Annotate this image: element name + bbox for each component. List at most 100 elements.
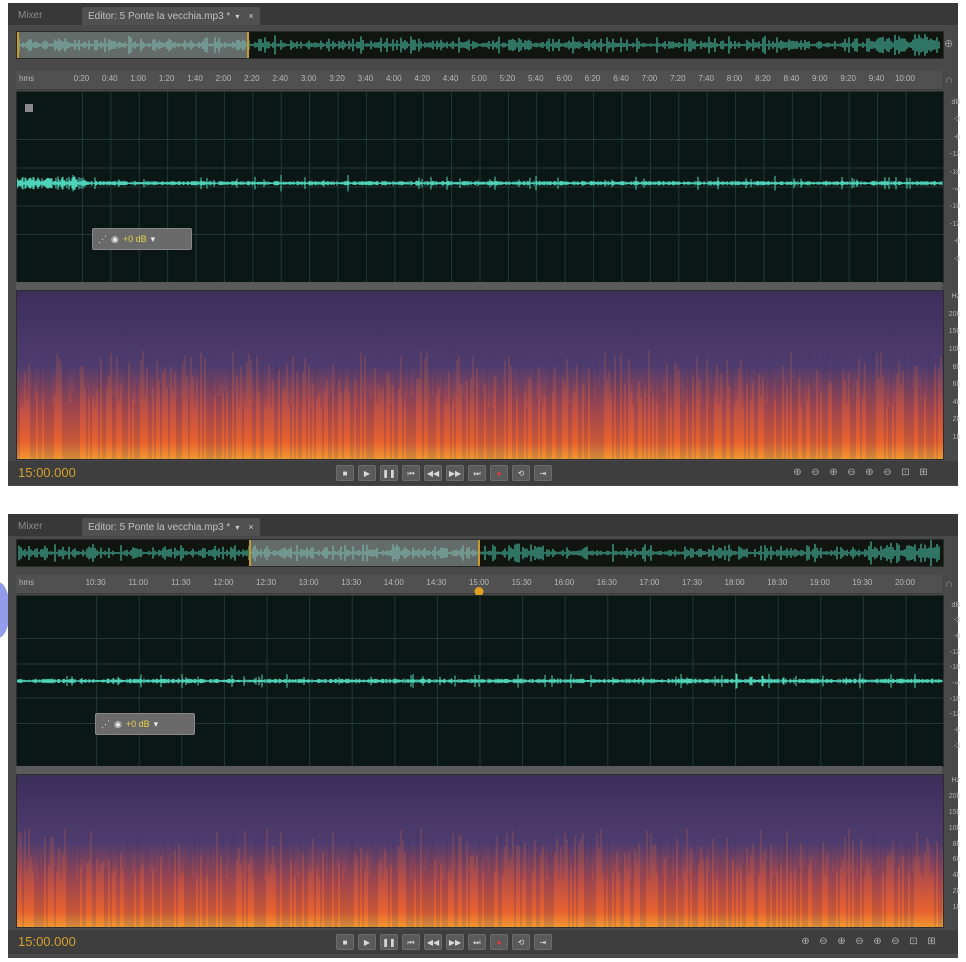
zoom-in-full-icon[interactable]: ⊕ xyxy=(873,936,882,947)
ruler-tick-label: 19:30 xyxy=(852,578,873,587)
zoom-fit-icon[interactable]: ⊞ xyxy=(927,936,936,947)
pause-icon[interactable]: ❚❚ xyxy=(380,934,398,950)
stop-icon[interactable]: ■ xyxy=(336,934,354,950)
loop-icon[interactable]: ⟲ xyxy=(512,934,530,950)
tab-mixer[interactable]: Mixer xyxy=(12,518,48,536)
stop-icon[interactable]: ■ xyxy=(336,465,354,481)
panel-divider[interactable] xyxy=(16,282,942,290)
overview-waveform[interactable] xyxy=(16,31,944,59)
ruler-tick-label: 18:00 xyxy=(724,578,745,587)
play-icon[interactable]: ▶ xyxy=(358,465,376,481)
db-scale-label: -6 xyxy=(953,133,960,141)
audio-editor-panel-bottom: Mixer Editor: 5 Ponte la vecchia.mp3 * ▾ ×… xyxy=(8,514,960,958)
ruler-tick-label: 8:40 xyxy=(783,74,800,83)
zoom-out-time-icon[interactable]: ⊖ xyxy=(855,936,864,947)
ruler-tick-label: 18:30 xyxy=(767,578,788,587)
db-scale-label: dB xyxy=(951,98,960,106)
record-icon[interactable]: ● xyxy=(490,465,508,481)
waveform-display[interactable]: ⋰ ◉ +0 dB ▾ xyxy=(16,91,944,283)
ruler-tick-label: 15:00 xyxy=(468,578,490,587)
zoom-in-time-icon[interactable]: ⊕ xyxy=(829,467,838,478)
tab-bar: Mixer Editor: 5 Ponte la vecchia.mp3 * ▾ × xyxy=(8,514,958,536)
zoom-selection-icon[interactable]: ⊡ xyxy=(909,936,918,947)
ruler-tick-label: 13:30 xyxy=(341,578,362,587)
play-icon[interactable]: ▶ xyxy=(358,934,376,950)
ruler-tick-label: 3:00 xyxy=(300,74,317,83)
zoom-in-amplitude-icon[interactable]: ⊕ xyxy=(801,936,810,947)
playhead-marker[interactable] xyxy=(474,587,484,596)
go-to-end-icon[interactable]: ⏭ xyxy=(468,465,486,481)
skip-selection-icon[interactable]: ⇥ xyxy=(534,934,552,950)
fast-forward-icon[interactable]: ▶▶ xyxy=(446,465,464,481)
zoom-selection-icon[interactable]: ⊡ xyxy=(901,467,910,478)
tab-editor[interactable]: Editor: 5 Ponte la vecchia.mp3 * ▾ × xyxy=(82,7,260,25)
hud-drag-icon[interactable]: ⋰ xyxy=(98,233,107,244)
zoom-in-full-icon[interactable]: ⊕ xyxy=(865,467,874,478)
headphones-icon[interactable]: ∩ xyxy=(945,74,953,86)
tab-label: Editor: 5 Ponte la vecchia.mp3 * xyxy=(88,522,231,533)
blue-overlay-mark xyxy=(0,582,10,638)
tab-mixer[interactable]: Mixer xyxy=(12,7,48,25)
ruler-tick-label: 1:00 xyxy=(130,74,147,83)
panel-divider[interactable] xyxy=(16,766,942,774)
ruler-tick-label: 6:40 xyxy=(613,74,629,83)
tab-menu-icon[interactable]: ▾ xyxy=(235,12,240,21)
time-ruler[interactable]: hms 0:20 0:40 1:00 1:20 1:40 2:00 2:20 2:40 3:00… xyxy=(16,71,942,90)
overview-waveform[interactable] xyxy=(16,539,944,567)
hud-menu-icon[interactable]: ▾ xyxy=(150,233,156,244)
loop-icon[interactable]: ⟲ xyxy=(512,465,530,481)
fast-forward-icon[interactable]: ▶▶ xyxy=(446,934,464,950)
tab-editor[interactable]: Editor: 5 Ponte la vecchia.mp3 * ▾ × xyxy=(82,518,260,536)
tab-menu-icon[interactable]: ▾ xyxy=(235,523,240,532)
zoom-icon[interactable]: ⊕ xyxy=(944,38,954,50)
volume-knob-icon[interactable]: ◉ xyxy=(114,718,122,729)
channel-toggle-icon[interactable] xyxy=(25,104,33,112)
waveform-display[interactable]: ⋰ ◉ +0 dB ▾ xyxy=(16,595,944,767)
db-scale-label: -3 xyxy=(953,255,960,263)
record-icon[interactable]: ● xyxy=(490,934,508,950)
zoom-out-amplitude-icon[interactable]: ⊖ xyxy=(811,467,820,478)
ruler-tick-label: 16:00 xyxy=(554,578,575,587)
hud-drag-icon[interactable]: ⋰ xyxy=(101,718,110,729)
zoom-in-amplitude-icon[interactable]: ⊕ xyxy=(793,467,802,478)
spectral-display[interactable] xyxy=(16,290,944,460)
rewind-icon[interactable]: ◀◀ xyxy=(424,465,442,481)
go-to-end-icon[interactable]: ⏭ xyxy=(468,934,486,950)
hz-scale-label: 2k xyxy=(952,888,960,896)
zoom-fit-icon[interactable]: ⊞ xyxy=(919,467,928,478)
hz-scale-label: Hz xyxy=(951,293,960,301)
ruler-tick-label: 11:30 xyxy=(171,578,191,587)
rewind-icon[interactable]: ◀◀ xyxy=(424,934,442,950)
volume-hud[interactable]: ⋰ ◉ +0 dB ▾ xyxy=(95,713,195,735)
db-scale-label: -18 xyxy=(949,695,960,703)
headphones-icon[interactable]: ∩ xyxy=(945,578,953,590)
hud-menu-icon[interactable]: ▾ xyxy=(153,718,159,729)
hz-scale-label: 20k xyxy=(948,310,960,318)
close-icon[interactable]: × xyxy=(248,522,254,532)
close-icon[interactable]: × xyxy=(248,11,254,21)
spectral-display[interactable] xyxy=(16,774,944,928)
overview-selection-window[interactable] xyxy=(17,32,249,58)
time-ruler[interactable]: hms 10:30 11:00 11:30 12:00 12:30 13:00 13:30 1… xyxy=(16,575,942,596)
go-to-start-icon[interactable]: ⏮ xyxy=(402,465,420,481)
volume-value: +0 dB xyxy=(125,719,150,729)
ruler-tick-label: 15:30 xyxy=(511,578,532,587)
overview-selection-window[interactable] xyxy=(248,540,480,566)
db-scale-label: -6 xyxy=(953,726,960,734)
spectrogram-background xyxy=(17,775,943,927)
pause-icon[interactable]: ❚❚ xyxy=(380,465,398,481)
skip-selection-icon[interactable]: ⇥ xyxy=(534,465,552,481)
volume-hud[interactable]: ⋰ ◉ +0 dB ▾ xyxy=(92,228,192,250)
tab-label: Mixer xyxy=(18,10,43,21)
go-to-start-icon[interactable]: ⏮ xyxy=(402,934,420,950)
zoom-out-amplitude-icon[interactable]: ⊖ xyxy=(819,936,828,947)
ruler-tick-label: 17:30 xyxy=(681,578,702,587)
zoom-out-time-icon[interactable]: ⊖ xyxy=(847,467,856,478)
spectrogram-background xyxy=(17,291,943,459)
volume-knob-icon[interactable]: ◉ xyxy=(111,233,119,244)
zoom-out-full-icon[interactable]: ⊖ xyxy=(891,936,900,947)
ruler-tick-label: 9:40 xyxy=(868,74,885,83)
ruler-tick-label: 4:40 xyxy=(442,74,459,83)
zoom-in-time-icon[interactable]: ⊕ xyxy=(837,936,846,947)
zoom-out-full-icon[interactable]: ⊖ xyxy=(883,467,892,478)
